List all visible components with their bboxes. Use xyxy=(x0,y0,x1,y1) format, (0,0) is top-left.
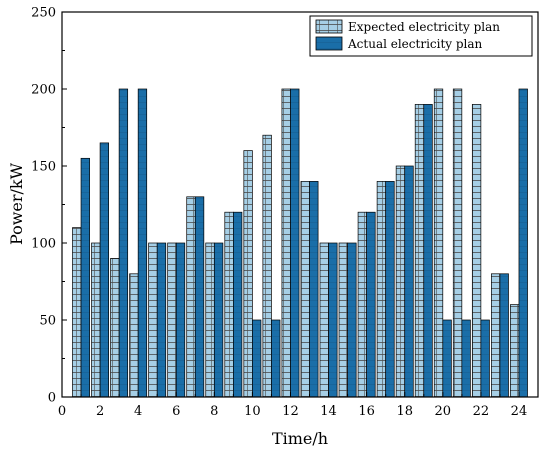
x-tick-label-8: 8 xyxy=(210,404,218,419)
bar-expected-15 xyxy=(338,242,348,398)
bar-actual-4 xyxy=(137,88,148,398)
bar-actual-8 xyxy=(213,242,224,398)
bar-actual-9 xyxy=(233,211,243,398)
bar-expected-22 xyxy=(471,104,482,398)
y-axis: 0 50 100 150 200 250 xyxy=(31,6,67,406)
bar-actual-1 xyxy=(80,157,90,398)
bar-expected-2 xyxy=(91,242,101,398)
bar-actual-7 xyxy=(194,196,205,398)
x-tick-label-22: 22 xyxy=(473,404,490,419)
legend-swatch-actual xyxy=(315,36,343,51)
bar-actual-15 xyxy=(347,242,357,398)
bar-actual-2 xyxy=(99,142,110,398)
bar-expected-18 xyxy=(395,165,406,398)
x-axis: 0 2 4 6 8 10 12 14 16 18 20 22 24 xyxy=(58,392,527,419)
bar-expected-1 xyxy=(72,227,82,398)
bar-actual-14 xyxy=(328,242,338,398)
y-tick-label-100: 100 xyxy=(31,237,56,252)
legend-swatch-expected xyxy=(315,19,343,34)
bar-expected-8 xyxy=(205,242,215,398)
bar-expected-19 xyxy=(414,104,425,398)
bar-actual-19 xyxy=(423,104,433,398)
bar-actual-11 xyxy=(271,319,281,398)
bar-expected-16 xyxy=(357,211,367,398)
bar-actual-10 xyxy=(252,319,262,398)
legend-label-expected: Expected electricity plan xyxy=(348,20,500,34)
y-tick-label-200: 200 xyxy=(31,83,56,98)
x-tick-label-10: 10 xyxy=(244,404,261,419)
x-tick-label-12: 12 xyxy=(282,404,299,419)
bar-expected-13 xyxy=(300,181,310,398)
bar-actual-20 xyxy=(442,319,452,398)
bar-expected-14 xyxy=(319,242,329,398)
bar-expected-20 xyxy=(433,88,444,398)
bar-actual-18 xyxy=(404,165,414,398)
y-tick-label-250: 250 xyxy=(31,6,56,21)
y-axis-title: Power/kW xyxy=(7,162,26,245)
bar-expected-11 xyxy=(262,134,272,398)
bar-actual-17 xyxy=(385,181,395,398)
bar-expected-12 xyxy=(281,88,291,398)
bar-expected-24 xyxy=(510,304,520,398)
legend-label-actual: Actual electricity plan xyxy=(347,37,483,51)
legend: Expected electricity plan Actual electri… xyxy=(309,15,533,57)
bar-expected-10 xyxy=(243,150,253,398)
y-tick-label-50: 50 xyxy=(39,314,56,329)
bar-expected-4 xyxy=(129,273,139,398)
y-tick-label-150: 150 xyxy=(31,160,56,175)
x-tick-label-0: 0 xyxy=(58,404,66,419)
bar-actual-21 xyxy=(461,319,471,398)
bar-expected-6 xyxy=(167,242,177,398)
bar-expected-17 xyxy=(376,181,387,398)
x-tick-label-4: 4 xyxy=(134,404,142,419)
x-tick-label-18: 18 xyxy=(396,404,413,419)
y-tick-label-0: 0 xyxy=(48,391,56,406)
x-tick-label-16: 16 xyxy=(358,404,375,419)
bar-expected-23 xyxy=(491,273,501,398)
legend-box xyxy=(309,15,533,57)
bar-actual-3 xyxy=(118,88,129,398)
x-tick-label-14: 14 xyxy=(320,404,337,419)
x-tick-label-6: 6 xyxy=(172,404,180,419)
bar-expected-21 xyxy=(452,88,463,398)
x-tick-label-2: 2 xyxy=(96,404,104,419)
bar-actual-22 xyxy=(480,319,490,398)
bar-actual-12 xyxy=(290,88,300,398)
bar-expected-9 xyxy=(224,211,234,398)
x-tick-label-24: 24 xyxy=(511,404,528,419)
bar-actual-6 xyxy=(175,242,186,398)
bar-actual-16 xyxy=(366,211,376,398)
bar-expected-5 xyxy=(148,242,158,398)
bar-actual-23 xyxy=(499,273,509,398)
bar-actual-13 xyxy=(309,181,319,398)
bar-expected-7 xyxy=(186,196,196,398)
bar-actual-5 xyxy=(156,242,167,398)
bars-layer xyxy=(72,88,528,398)
x-tick-label-20: 20 xyxy=(435,404,452,419)
bar-expected-3 xyxy=(110,258,120,398)
bar-actual-24 xyxy=(518,88,528,398)
x-axis-title: Time/h xyxy=(272,429,328,448)
